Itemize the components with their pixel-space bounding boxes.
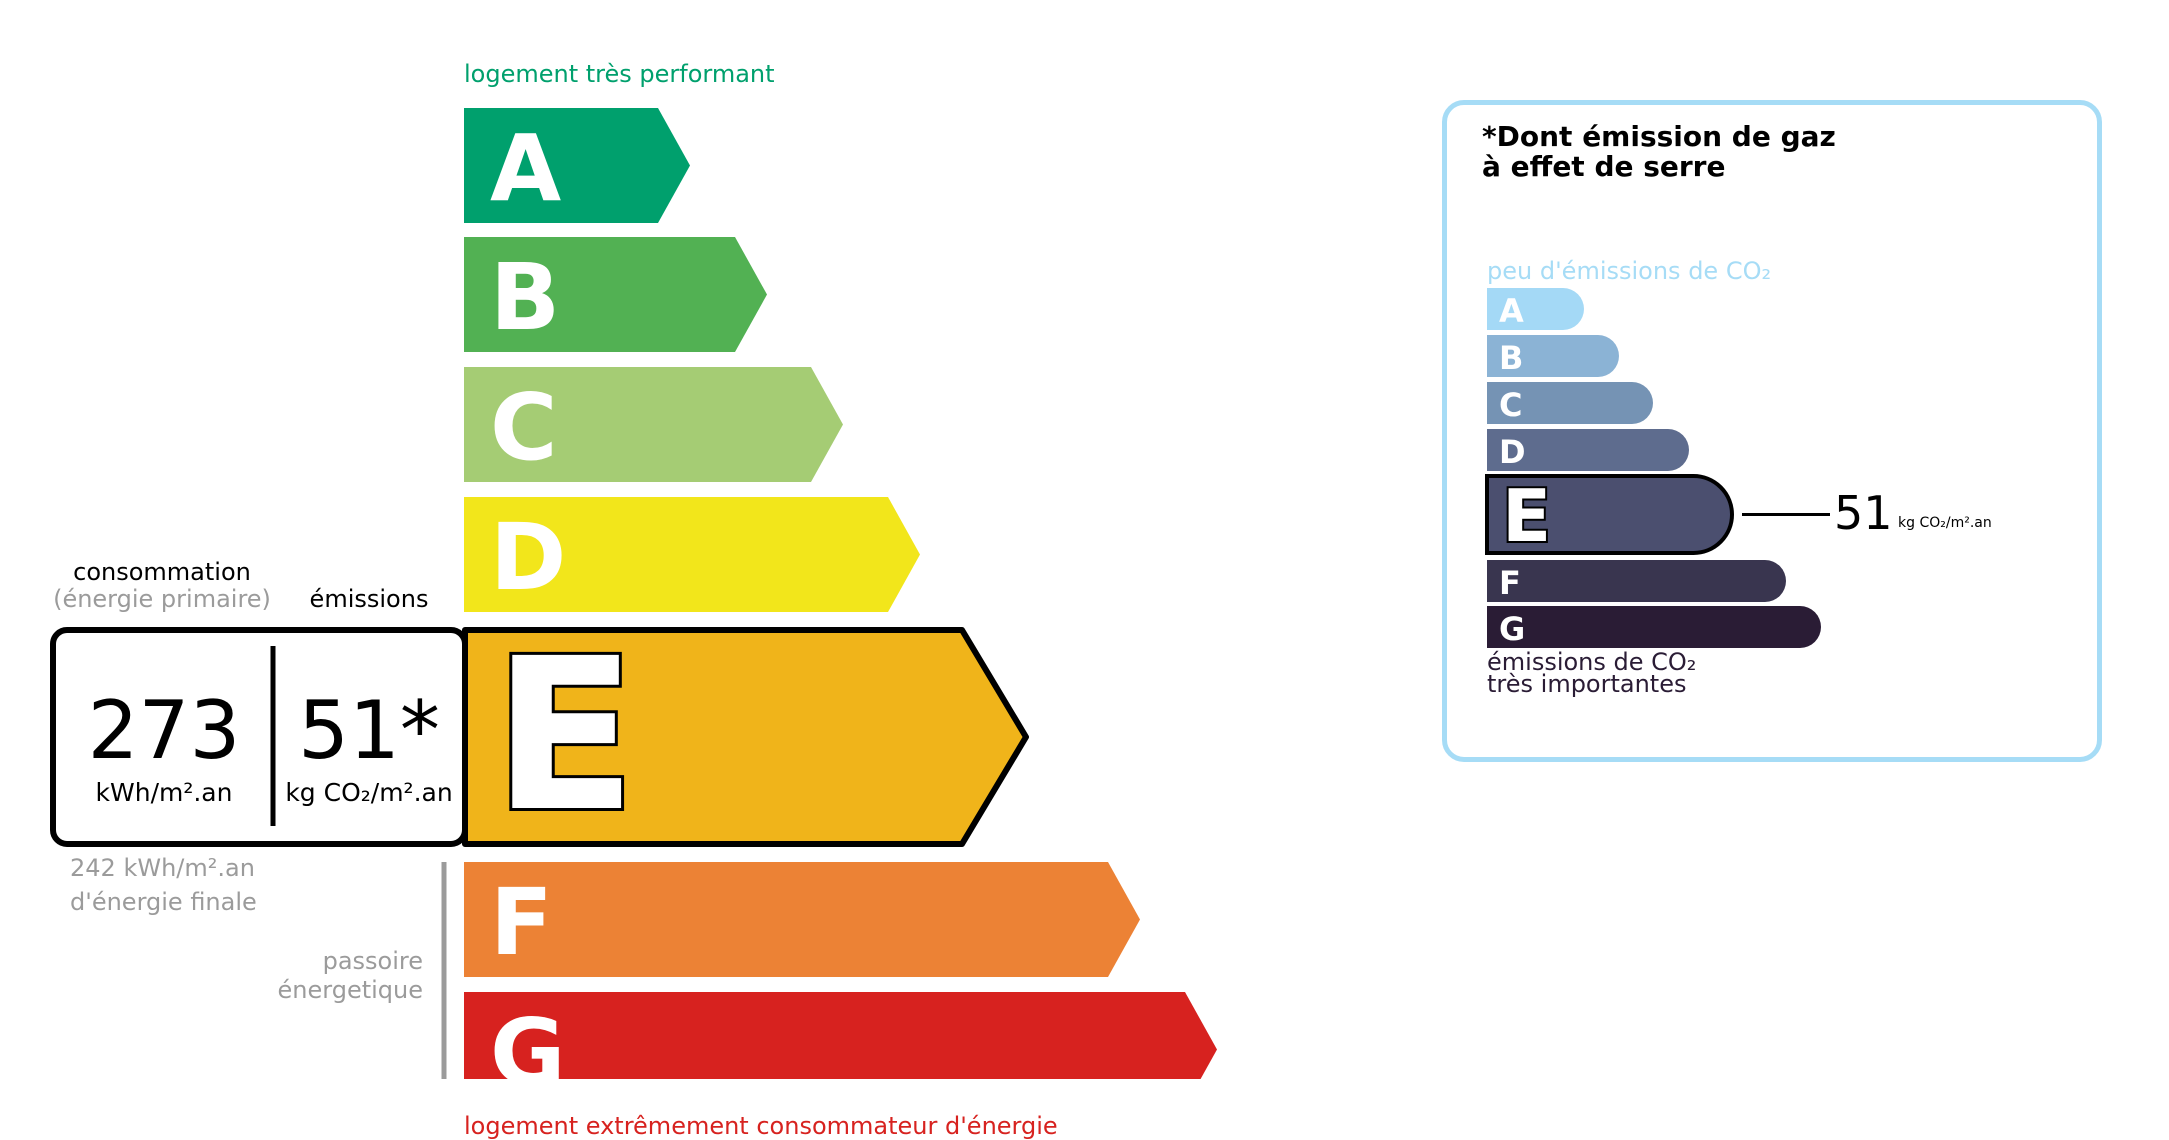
class-letter-e: E: [493, 613, 636, 858]
passoire-label-2: énergetique: [277, 976, 423, 1004]
class-bar-a: [464, 108, 690, 223]
ges-bar-c: [1487, 382, 1653, 424]
class-bar-c: [464, 367, 843, 482]
consumption-unit: kWh/m².an: [95, 778, 233, 807]
emissions-value: 51*: [298, 684, 440, 777]
consumption-value: 273: [87, 684, 241, 777]
emissions-label: émissions: [309, 585, 429, 613]
ges-panel: [1442, 100, 2102, 762]
class-bar-f: [464, 862, 1140, 977]
passoire-label-1: passoire: [322, 947, 423, 975]
bottom-label: logement extrêmement consommateur d'éner…: [464, 1112, 1058, 1140]
ges-letter-f: F: [1499, 564, 1521, 602]
top-label: logement très performant: [464, 60, 775, 88]
ges-letter-d: D: [1499, 433, 1526, 471]
ges-title-1: *Dont émission de gaz: [1482, 120, 1836, 153]
class-letter-g: G: [490, 999, 566, 1079]
class-bar-b: [464, 237, 767, 352]
ges-letter-e: E: [1502, 474, 1551, 558]
ges-top-label: peu d'émissions de CO₂: [1487, 257, 1772, 285]
class-letter-b: B: [490, 244, 560, 351]
ges-title-2: à effet de serre: [1482, 150, 1726, 183]
class-letter-c: C: [490, 374, 558, 481]
class-bar-d: [464, 497, 920, 612]
ges-value: 51: [1834, 486, 1893, 540]
ges-bar-g: [1487, 606, 1821, 648]
final-energy-label: d'énergie finale: [70, 888, 257, 916]
emissions-unit: kg CO₂/m².an: [285, 778, 453, 807]
ges-bar-e-current: [1485, 474, 1734, 555]
consumption-sublabel: (énergie primaire): [53, 585, 271, 613]
ges-bar-a: [1487, 288, 1584, 330]
class-bar-e-current: [462, 627, 1029, 847]
class-letter-a: A: [490, 115, 561, 222]
final-energy-value: 242 kWh/m².an: [70, 854, 255, 882]
ges-bar-f: [1487, 560, 1786, 602]
consumption-label: consommation: [73, 558, 251, 586]
ges-bar-b: [1487, 335, 1619, 377]
ges-bar-d: [1487, 429, 1689, 471]
ges-letter-c: C: [1499, 386, 1522, 424]
ges-bottom-label-1: émissions de CO₂: [1487, 648, 1697, 676]
ges-letter-b: B: [1499, 339, 1523, 377]
ges-unit: kg CO₂/m².an: [1898, 515, 1992, 531]
ges-letter-g: G: [1499, 610, 1525, 648]
class-letter-f: F: [490, 869, 553, 976]
class-bar-g: [464, 992, 1217, 1079]
ges-bottom-label-2: très importantes: [1487, 670, 1687, 698]
ges-letter-a: A: [1499, 292, 1524, 330]
class-letter-d: D: [490, 504, 566, 611]
